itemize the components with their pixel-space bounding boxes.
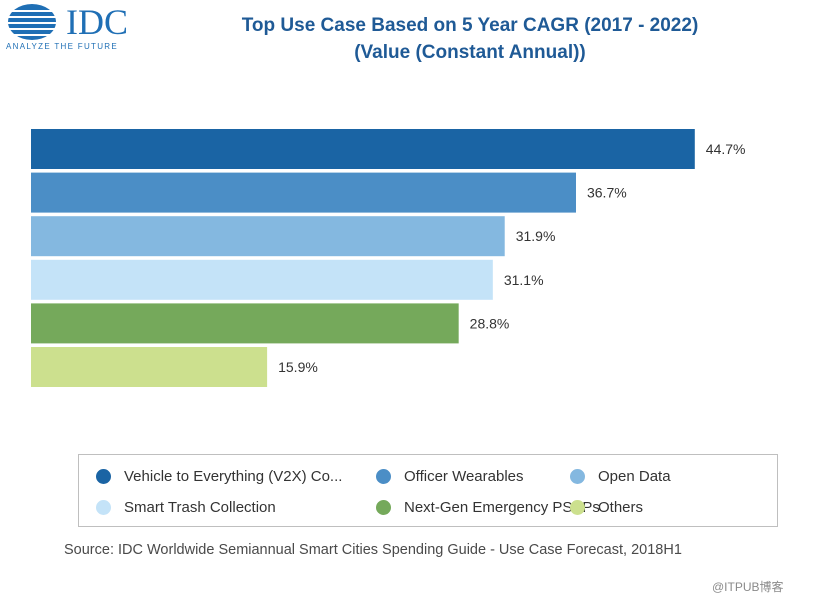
chart-title-line2: (Value (Constant Annual)) — [354, 42, 586, 63]
legend-label: Smart Trash Collection — [124, 498, 276, 516]
bar-5 — [31, 303, 459, 344]
bar-value-label: 31.9% — [516, 228, 556, 244]
legend-label: Open Data — [598, 467, 671, 485]
logo-text: IDC — [66, 2, 128, 42]
legend-marker-icon — [96, 468, 111, 484]
legend-marker-icon — [376, 468, 391, 484]
watermark: @ITPUB博客 — [712, 580, 784, 594]
chart-title: Top Use Case Based on 5 Year CAGR (2017 … — [170, 12, 770, 66]
source-note: Source: IDC Worldwide Semiannual Smart C… — [64, 542, 682, 558]
globe-icon — [6, 4, 58, 40]
legend-item[interactable]: Officer Wearables — [376, 466, 524, 486]
legend-item[interactable]: Smart Trash Collection — [96, 497, 276, 517]
bar-value-label: 36.7% — [587, 185, 627, 201]
legend-label: Others — [598, 498, 644, 516]
legend-item[interactable]: Next-Gen Emergency PSAPs — [376, 497, 600, 517]
idc-logo: IDC ANALYZE THE FUTURE — [6, 2, 128, 51]
legend-marker-icon — [570, 499, 585, 515]
logo-tagline: ANALYZE THE FUTURE — [6, 42, 118, 51]
legend-marker-icon — [96, 499, 111, 515]
bar-value-label: 28.8% — [470, 315, 510, 331]
legend-item[interactable]: Others — [570, 497, 643, 517]
legend-label: Next-Gen Emergency PSAPs — [404, 498, 600, 516]
bar-value-label: 44.7% — [706, 141, 746, 157]
legend-label: Officer Wearables — [404, 467, 524, 485]
bar-3 — [31, 216, 505, 257]
chart-title-line1: Top Use Case Based on 5 Year CAGR (2017 … — [241, 15, 699, 36]
bar-1 — [31, 129, 695, 169]
bar-6 — [31, 347, 268, 387]
bar-value-label: 15.9% — [278, 359, 318, 375]
bar-4 — [31, 259, 493, 300]
bar-chart: 44.7% 36.7% 31.9% 31.1% 28.8% 15.9% — [31, 129, 746, 387]
legend-marker-icon — [570, 468, 585, 484]
legend-item[interactable]: Vehicle to Everything (V2X) Co... — [96, 466, 342, 486]
bar-2 — [31, 172, 576, 213]
bar-value-label: 31.1% — [504, 272, 544, 288]
legend-label: Vehicle to Everything (V2X) Co... — [124, 467, 343, 485]
chart-legend: Vehicle to Everything (V2X) Co... Officer… — [78, 454, 778, 527]
legend-item[interactable]: Open Data — [570, 466, 671, 486]
legend-marker-icon — [376, 499, 391, 515]
